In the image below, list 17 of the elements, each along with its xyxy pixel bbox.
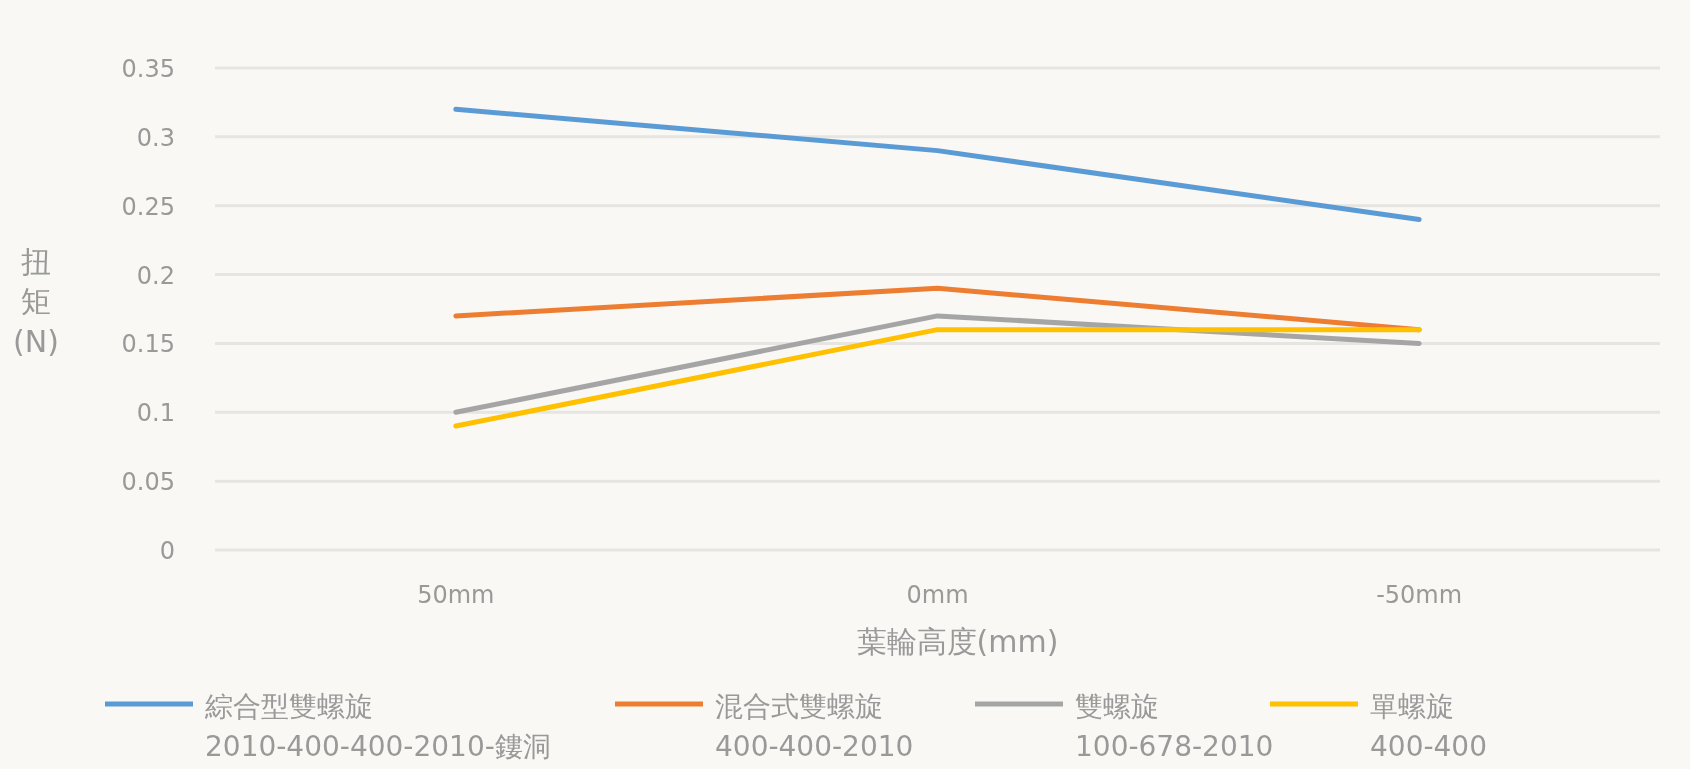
y-tick-label: 0 xyxy=(159,537,175,565)
y-tick-label: 0.05 xyxy=(121,468,175,497)
y-tick-label: 0.35 xyxy=(121,55,175,83)
legend-label: 混合式雙螺旋 400-400-2010 xyxy=(715,690,914,763)
legend-label: 雙螺旋 100-678-2010 xyxy=(1075,690,1274,763)
y-tick-label: 0.1 xyxy=(136,399,175,428)
x-tick-label: -50mm xyxy=(1376,581,1463,609)
legend-label: 單螺旋 400-400 xyxy=(1370,690,1487,763)
y-tick-label: 0.15 xyxy=(121,330,175,359)
x-tick-label: 0mm xyxy=(906,581,969,609)
y-tick-label: 0.2 xyxy=(136,261,175,290)
y-tick-label: 0.3 xyxy=(136,123,175,152)
y-tick-label: 0.25 xyxy=(121,192,175,221)
x-tick-label: 50mm xyxy=(417,581,495,609)
x-axis-title: 葉輪高度(mm) xyxy=(856,624,1059,659)
y-axis-title: 扭矩(N) xyxy=(13,244,59,359)
legend-label: 綜合型雙螺旋 2010-400-400-2010-鏤洞 xyxy=(204,690,551,763)
